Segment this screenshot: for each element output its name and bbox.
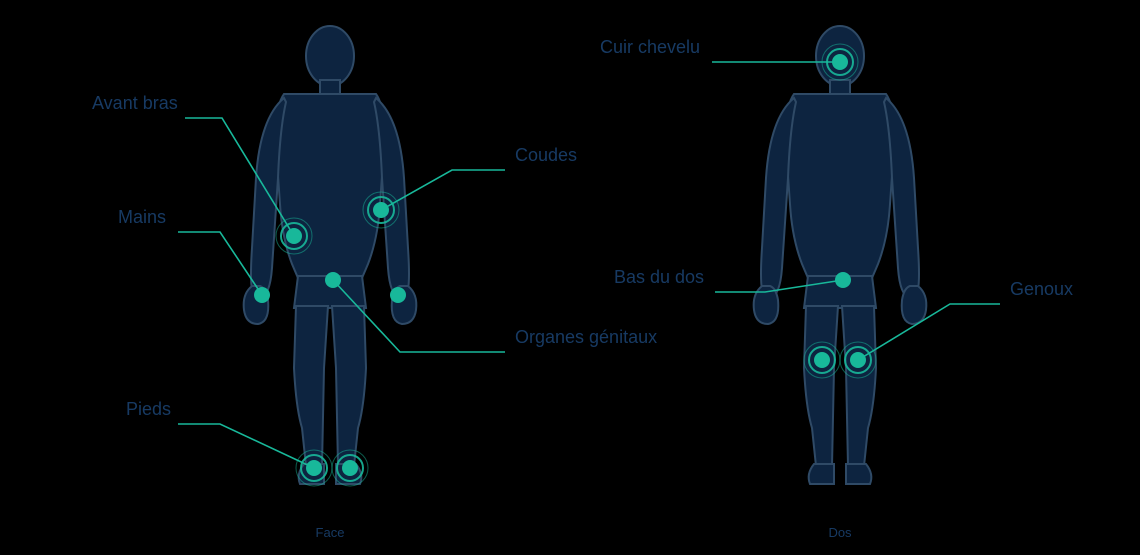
leader-mains xyxy=(178,232,262,295)
marker-ring-coudes xyxy=(368,197,394,223)
label-genoux: Genoux xyxy=(1010,279,1073,300)
caption-back: Dos xyxy=(790,525,890,540)
marker-ring-cuir-chevelu xyxy=(822,44,858,80)
marker-ring-genou-gauche xyxy=(809,347,835,373)
marker-avant-bras xyxy=(286,228,302,244)
body-front xyxy=(244,26,417,484)
label-coudes: Coudes xyxy=(515,145,577,166)
leader-coudes xyxy=(381,170,505,210)
marker-mains xyxy=(254,287,270,303)
label-organes-genitaux: Organes génitaux xyxy=(515,327,657,348)
marker-ring-pieds xyxy=(301,455,327,481)
marker-ring-avant-bras xyxy=(281,223,307,249)
caption-front: Face xyxy=(280,525,380,540)
leader-genoux xyxy=(858,304,1000,360)
marker-ring-avant-bras xyxy=(276,218,312,254)
marker-pieds xyxy=(306,460,322,476)
label-bas-du-dos: Bas du dos xyxy=(614,267,704,288)
marker-cuir-chevelu xyxy=(832,54,848,70)
body-back xyxy=(754,26,927,484)
marker-genou-gauche xyxy=(814,352,830,368)
marker-ring-genoux xyxy=(840,342,876,378)
marker-coudes xyxy=(373,202,389,218)
leader-organes-genitaux xyxy=(333,280,505,352)
marker-ring-cuir-chevelu xyxy=(827,49,853,75)
marker-ring-genou-gauche xyxy=(804,342,840,378)
diagram-stage: Avant bras Mains Coudes Organes génitaux Pie… xyxy=(0,0,1140,555)
label-cuir-chevelu: Cuir chevelu xyxy=(600,37,700,58)
label-avant-bras: Avant bras xyxy=(92,93,178,114)
diagram-svg xyxy=(0,0,1140,555)
leader-avant-bras xyxy=(185,118,294,236)
leader-bas-du-dos xyxy=(715,280,843,292)
markers-group xyxy=(254,44,876,486)
marker-ring-pied-droit xyxy=(337,455,363,481)
marker-ring-coudes xyxy=(363,192,399,228)
leader-lines-group xyxy=(178,62,1000,468)
marker-ring-pied-droit xyxy=(332,450,368,486)
label-pieds: Pieds xyxy=(126,399,171,420)
marker-pied-droit xyxy=(342,460,358,476)
marker-main-gauche xyxy=(390,287,406,303)
marker-ring-pieds xyxy=(296,450,332,486)
marker-organes-genitaux xyxy=(325,272,341,288)
marker-bas-du-dos xyxy=(835,272,851,288)
label-mains: Mains xyxy=(118,207,166,228)
leader-pieds xyxy=(178,424,314,468)
marker-ring-genoux xyxy=(845,347,871,373)
marker-genoux xyxy=(850,352,866,368)
